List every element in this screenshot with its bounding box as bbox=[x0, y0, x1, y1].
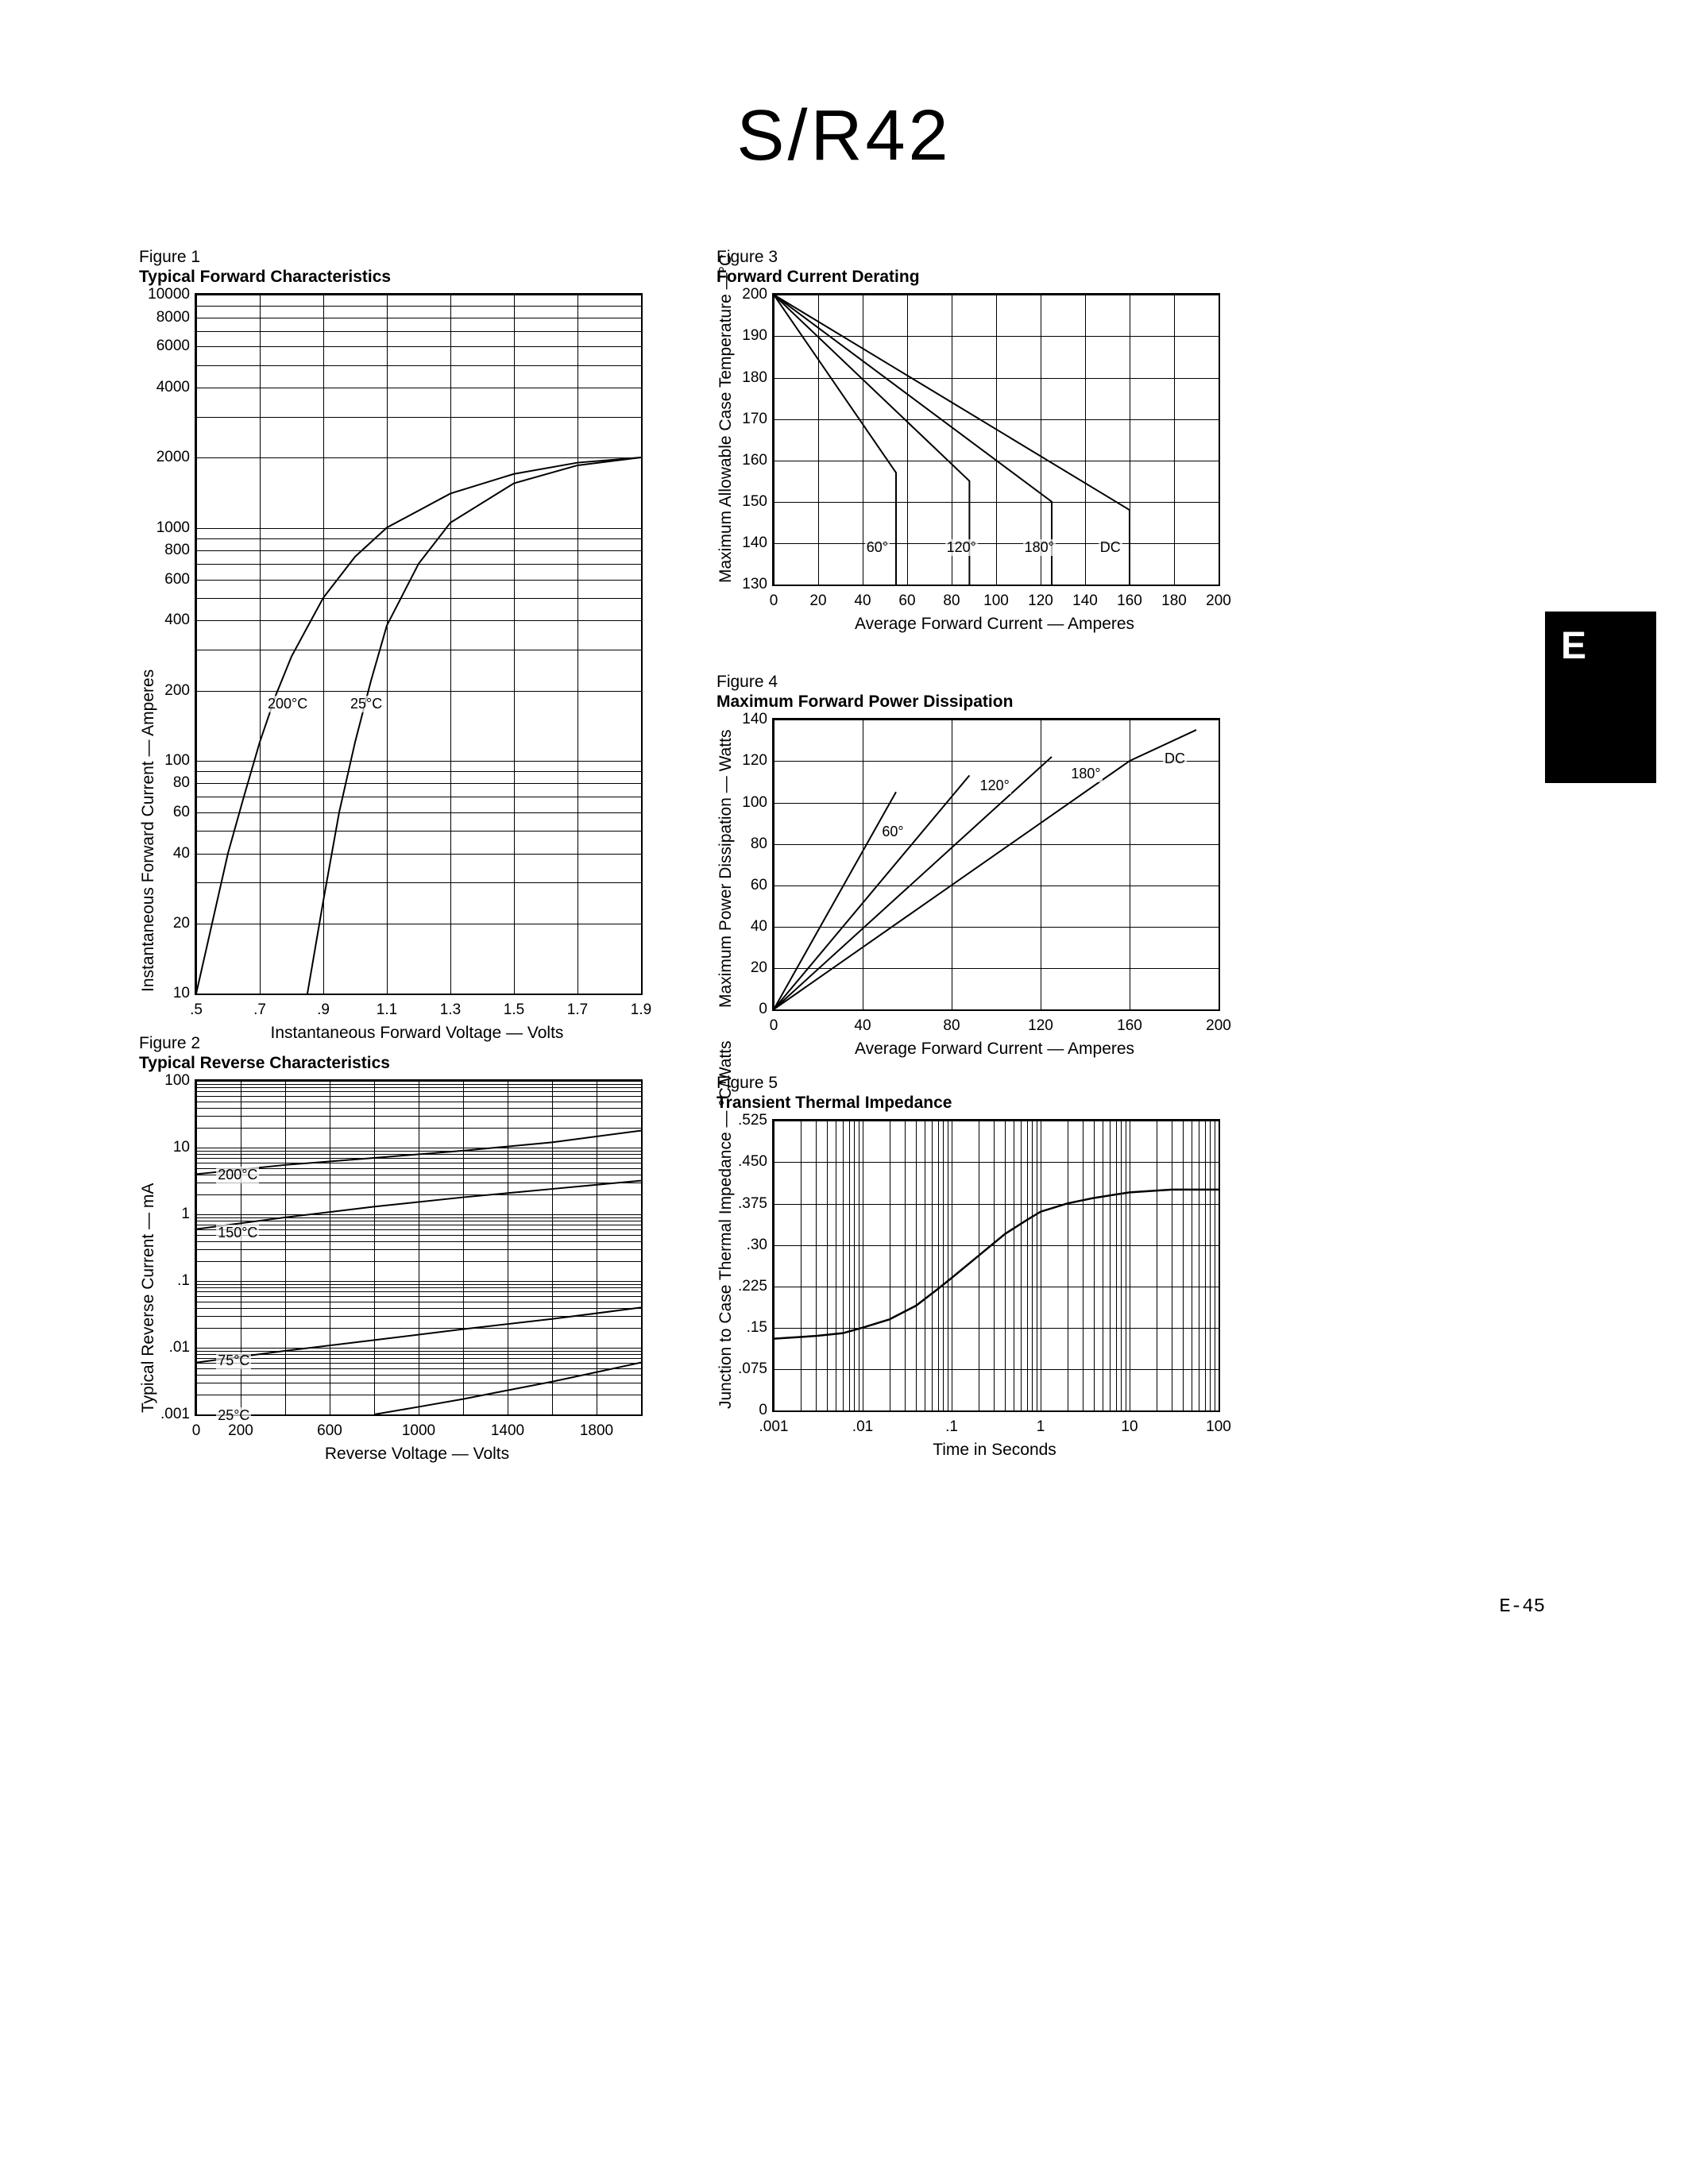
x-tick-label: 200 bbox=[228, 1422, 253, 1440]
figure-title: Forward Current Derating bbox=[717, 268, 1273, 287]
x-tick-label: 120 bbox=[1028, 592, 1053, 610]
chart-plot-area: .5.7.91.11.31.51.71.91020406080100200400… bbox=[195, 293, 643, 995]
series-label: 75°C bbox=[216, 1352, 251, 1369]
x-axis-label: Average Forward Current — Amperes bbox=[772, 1040, 1217, 1059]
x-tick-label: 160 bbox=[1117, 592, 1142, 610]
x-tick-label: 1000 bbox=[402, 1422, 435, 1440]
x-tick-label: 0 bbox=[770, 592, 778, 610]
series-label: 150°C bbox=[216, 1225, 259, 1241]
x-tick-label: 10 bbox=[1121, 1418, 1138, 1436]
page-title: S/R42 bbox=[0, 95, 1688, 177]
series-label: 180° bbox=[1069, 766, 1102, 782]
x-tick-label: .5 bbox=[190, 1001, 203, 1019]
x-tick-label: 180 bbox=[1161, 592, 1187, 610]
x-tick-label: .7 bbox=[253, 1001, 266, 1019]
series-label: 60° bbox=[865, 539, 890, 556]
x-tick-label: 160 bbox=[1117, 1017, 1142, 1035]
chart-series-layer bbox=[774, 295, 1219, 585]
x-tick-label: .1 bbox=[945, 1418, 958, 1436]
chart-series-layer bbox=[774, 720, 1219, 1009]
x-tick-label: 200 bbox=[1206, 592, 1231, 610]
series-label: DC bbox=[1099, 539, 1122, 556]
figure-label: Figure 2 bbox=[139, 1032, 695, 1054]
x-tick-label: 1.5 bbox=[504, 1001, 524, 1019]
y-axis-label: Maximum Power Dissipation — Watts bbox=[717, 718, 736, 1008]
y-axis-label: Junction to Case Thermal Impedance — °C/… bbox=[717, 1119, 736, 1409]
x-tick-label: 40 bbox=[854, 1017, 871, 1035]
x-axis-label: Reverse Voltage — Volts bbox=[195, 1445, 639, 1464]
series-label: 60° bbox=[880, 824, 905, 840]
x-tick-label: 80 bbox=[943, 1017, 960, 1035]
x-tick-label: 0 bbox=[770, 1017, 778, 1035]
x-tick-label: 1.3 bbox=[440, 1001, 461, 1019]
series-label: 120° bbox=[945, 539, 978, 556]
figure-label: Figure 5 bbox=[717, 1072, 1273, 1094]
figure-1: Figure 1Typical Forward Characteristics.… bbox=[139, 246, 695, 1043]
x-tick-label: 1 bbox=[1037, 1418, 1045, 1436]
y-axis-label: Typical Reverse Current — mA bbox=[139, 1079, 158, 1413]
x-tick-label: 80 bbox=[943, 592, 960, 610]
series-label: 200°C bbox=[266, 696, 309, 712]
chart-plot-area: .001.01.11101000.075.15.225.30.375.450.5… bbox=[772, 1119, 1220, 1412]
chart-series-layer bbox=[196, 1081, 641, 1414]
x-tick-label: 200 bbox=[1206, 1017, 1231, 1035]
figure-title: Typical Forward Characteristics bbox=[139, 268, 695, 287]
figure-5: Figure 5Transient Thermal Impedance .001.… bbox=[717, 1072, 1273, 1460]
series-label: 25°C bbox=[216, 1407, 251, 1424]
series-label: 120° bbox=[979, 778, 1011, 794]
page-number: E-45 bbox=[1499, 1596, 1545, 1618]
figure-2: Figure 2Typical Reverse Characteristics 0… bbox=[139, 1032, 695, 1464]
x-tick-label: .001 bbox=[759, 1418, 789, 1436]
figure-label: Figure 3 bbox=[717, 246, 1273, 268]
series-label: 200°C bbox=[216, 1167, 259, 1183]
figure-label: Figure 1 bbox=[139, 246, 695, 268]
chart-plot-area: 0204060801001201401601802001301401501601… bbox=[772, 293, 1220, 586]
x-axis-label: Time in Seconds bbox=[772, 1441, 1217, 1460]
figure-3: Figure 3Forward Current Derating02040608… bbox=[717, 246, 1273, 634]
x-tick-label: 1.1 bbox=[377, 1001, 397, 1019]
figure-label: Figure 4 bbox=[717, 671, 1273, 693]
figure-title: Transient Thermal Impedance bbox=[717, 1094, 1273, 1113]
x-tick-label: 600 bbox=[317, 1422, 342, 1440]
chart-plot-area: 0200600100014001800.001.01.1110100200°C1… bbox=[195, 1079, 643, 1416]
chart-series-layer bbox=[774, 1121, 1219, 1410]
x-tick-label: 100 bbox=[1206, 1418, 1231, 1436]
y-axis-label: Maximum Allowable Case Temperature —°C bbox=[717, 293, 736, 583]
x-tick-label: .9 bbox=[317, 1001, 330, 1019]
figure-4: Figure 4Maximum Forward Power Dissipatio… bbox=[717, 671, 1273, 1059]
x-tick-label: 100 bbox=[983, 592, 1009, 610]
y-axis-label: Instantaneous Forward Current — Amperes bbox=[139, 293, 158, 992]
series-label: 180° bbox=[1023, 539, 1056, 556]
x-tick-label: 60 bbox=[898, 592, 915, 610]
x-tick-label: 140 bbox=[1072, 592, 1098, 610]
x-tick-label: 1.9 bbox=[631, 1001, 651, 1019]
chart-series-layer bbox=[196, 295, 641, 994]
x-tick-label: 1800 bbox=[580, 1422, 613, 1440]
chart-plot-area: 0408012016020002040608010012014060°120°1… bbox=[772, 718, 1220, 1011]
x-tick-label: 20 bbox=[809, 592, 826, 610]
x-axis-label: Average Forward Current — Amperes bbox=[772, 615, 1217, 634]
x-tick-label: 40 bbox=[854, 592, 871, 610]
section-tab: E bbox=[1545, 612, 1656, 783]
figure-title: Maximum Forward Power Dissipation bbox=[717, 693, 1273, 712]
x-tick-label: 1400 bbox=[491, 1422, 524, 1440]
x-tick-label: 120 bbox=[1028, 1017, 1053, 1035]
x-tick-label: 0 bbox=[192, 1422, 201, 1440]
x-tick-label: 1.7 bbox=[567, 1001, 588, 1019]
series-label: 25°C bbox=[349, 696, 384, 712]
figure-title: Typical Reverse Characteristics bbox=[139, 1054, 695, 1073]
x-tick-label: .01 bbox=[852, 1418, 873, 1436]
series-label: DC bbox=[1163, 751, 1187, 767]
